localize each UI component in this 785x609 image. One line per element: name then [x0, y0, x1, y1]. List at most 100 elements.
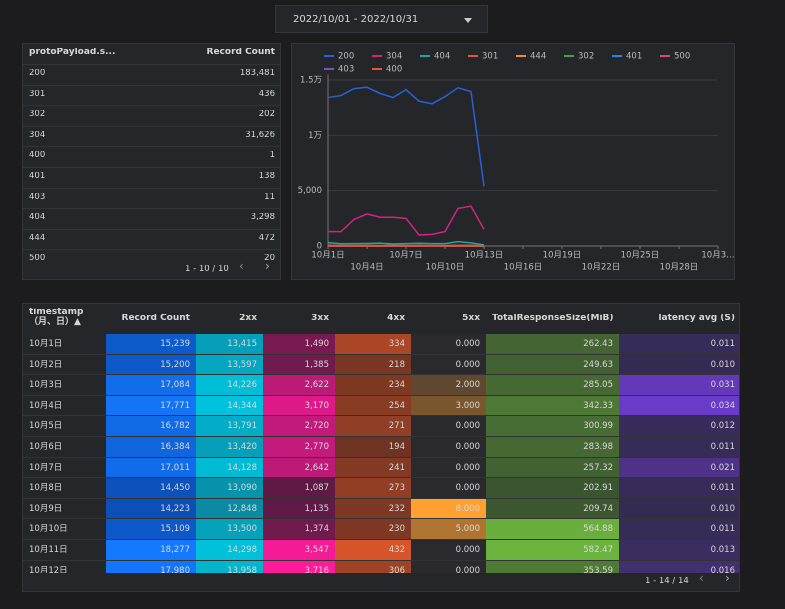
pagination: 1 - 14 / 14	[645, 577, 689, 586]
x-tick-label: 10月1日	[311, 251, 344, 261]
table-cell: 16,384	[106, 437, 196, 458]
date-range-picker[interactable]: 2022/10/01 - 2022/10/31	[275, 5, 488, 33]
table-cell: 13,415	[196, 334, 263, 355]
row-divider	[23, 105, 280, 107]
table-cell: 3,170	[263, 395, 335, 417]
y-tick-label: 0	[317, 242, 322, 252]
cell: 20	[264, 254, 275, 264]
table-cell: 334	[335, 334, 411, 355]
table-cell: 3,716	[263, 560, 335, 573]
table-cell: 0.011	[619, 478, 739, 499]
cell: 401	[29, 172, 46, 181]
table-cell: 18,277	[106, 540, 196, 561]
header-cell: 4xx	[387, 314, 405, 323]
table-cell: 1,490	[263, 334, 335, 355]
table-cell: 17,980	[106, 560, 196, 573]
table-cell: 0.016	[619, 560, 739, 573]
table-cell: 15,200	[106, 354, 196, 376]
table-cell: 13,791	[196, 416, 263, 437]
table-cell: 194	[335, 437, 411, 458]
y-tick-label: 1.5万	[300, 76, 322, 86]
table-cell: 0.010	[619, 498, 739, 520]
table-cell: 14,344	[196, 395, 263, 417]
table-cell: 13,420	[196, 437, 263, 458]
x-tick-label: 10月28日	[660, 263, 699, 273]
cell: 472	[258, 233, 275, 243]
table-cell: 15,109	[106, 519, 196, 540]
table-cell: 306	[335, 560, 411, 573]
header-cell: 3xx	[311, 314, 329, 323]
table-cell: 202.91	[486, 478, 619, 499]
cell: 183,481	[239, 69, 275, 78]
cell: 200	[29, 69, 46, 78]
table-cell: 8.000	[411, 498, 486, 520]
table-cell: 342.33	[486, 395, 619, 417]
x-tick-label: 10月19日	[543, 251, 582, 261]
x-tick-label: 10月16日	[504, 263, 543, 273]
row-divider	[23, 64, 280, 65]
x-tick-label: 10月3…	[701, 251, 734, 261]
next-page[interactable]: ›	[265, 260, 270, 273]
pagination: 1 - 10 / 10	[185, 265, 229, 274]
cell: 500	[29, 254, 46, 264]
cell: 301	[29, 89, 46, 99]
prev-page[interactable]: ‹	[239, 260, 244, 273]
table-cell: 0.031	[619, 375, 739, 396]
table-cell: 218	[335, 354, 411, 376]
legend-label: 200	[338, 52, 354, 62]
table-cell: 3.000	[411, 395, 486, 417]
header-cell: protoPayload.s...	[29, 48, 116, 57]
prev-page[interactable]: ‹	[699, 572, 704, 585]
table-cell: 2.000	[411, 375, 486, 396]
cell: 3,298	[250, 213, 275, 223]
table-cell: 0.000	[411, 540, 486, 561]
line-chart: 05,0001万1.5万10月1日10月4日10月7日10月10日10月13日1…	[298, 52, 735, 273]
cell: 31,626	[245, 130, 275, 140]
header-cell: Record Count	[206, 48, 275, 57]
table-cell: 14,450	[106, 478, 196, 499]
legend-label: 404	[434, 52, 450, 62]
next-page[interactable]: ›	[725, 572, 730, 585]
cell: 11	[264, 192, 275, 202]
x-tick-label: 10月10日	[426, 263, 465, 273]
cell: 400	[29, 151, 46, 161]
header-cell: Record Count	[121, 314, 190, 323]
table-cell: 17,011	[106, 457, 196, 479]
row-divider	[23, 208, 280, 210]
table-cell: 0.013	[619, 540, 739, 561]
table-cell: 0.000	[411, 416, 486, 437]
table-cell: 10月5日	[23, 416, 106, 437]
table-cell: 12,848	[196, 498, 263, 520]
table-cell: 241	[335, 457, 411, 479]
legend-label: 301	[482, 52, 498, 62]
legend-label: 403	[338, 65, 354, 75]
legend-label: 400	[386, 65, 402, 75]
table-cell: 15,239	[106, 334, 196, 355]
cell: 202	[258, 110, 275, 120]
table-cell: 262.43	[486, 334, 619, 355]
table-cell: 0.000	[411, 560, 486, 573]
table-cell: 10月7日	[23, 458, 106, 479]
table-cell: 5.000	[411, 519, 486, 540]
table-cell: 10月2日	[23, 355, 106, 376]
table-cell: 0.011	[619, 519, 739, 540]
table-cell: 13,500	[196, 519, 263, 540]
table-cell: 1,135	[263, 498, 335, 520]
table-body: 10月1日 15,239 13,415 1,490 334 0.000 262.43 0.01…	[23, 334, 739, 573]
table-cell: 2,770	[263, 437, 335, 458]
table-cell: 0.000	[411, 354, 486, 376]
date-range-label: 2022/10/01 - 2022/10/31	[293, 14, 419, 25]
table-cell: 234	[335, 375, 411, 396]
cell: 436	[258, 89, 275, 99]
table-cell: 0.012	[619, 416, 739, 437]
table-cell: 0.000	[411, 334, 486, 355]
table-cell: 209.74	[486, 498, 619, 520]
row-divider	[23, 249, 280, 251]
series-line	[328, 205, 485, 236]
table-cell: 582.47	[486, 540, 619, 561]
table-cell: 1,374	[263, 519, 335, 540]
table-cell: 13,958	[196, 560, 263, 573]
table-cell: 17,771	[106, 395, 196, 417]
cell: 404	[29, 213, 46, 223]
table-cell: 2,642	[263, 457, 335, 479]
